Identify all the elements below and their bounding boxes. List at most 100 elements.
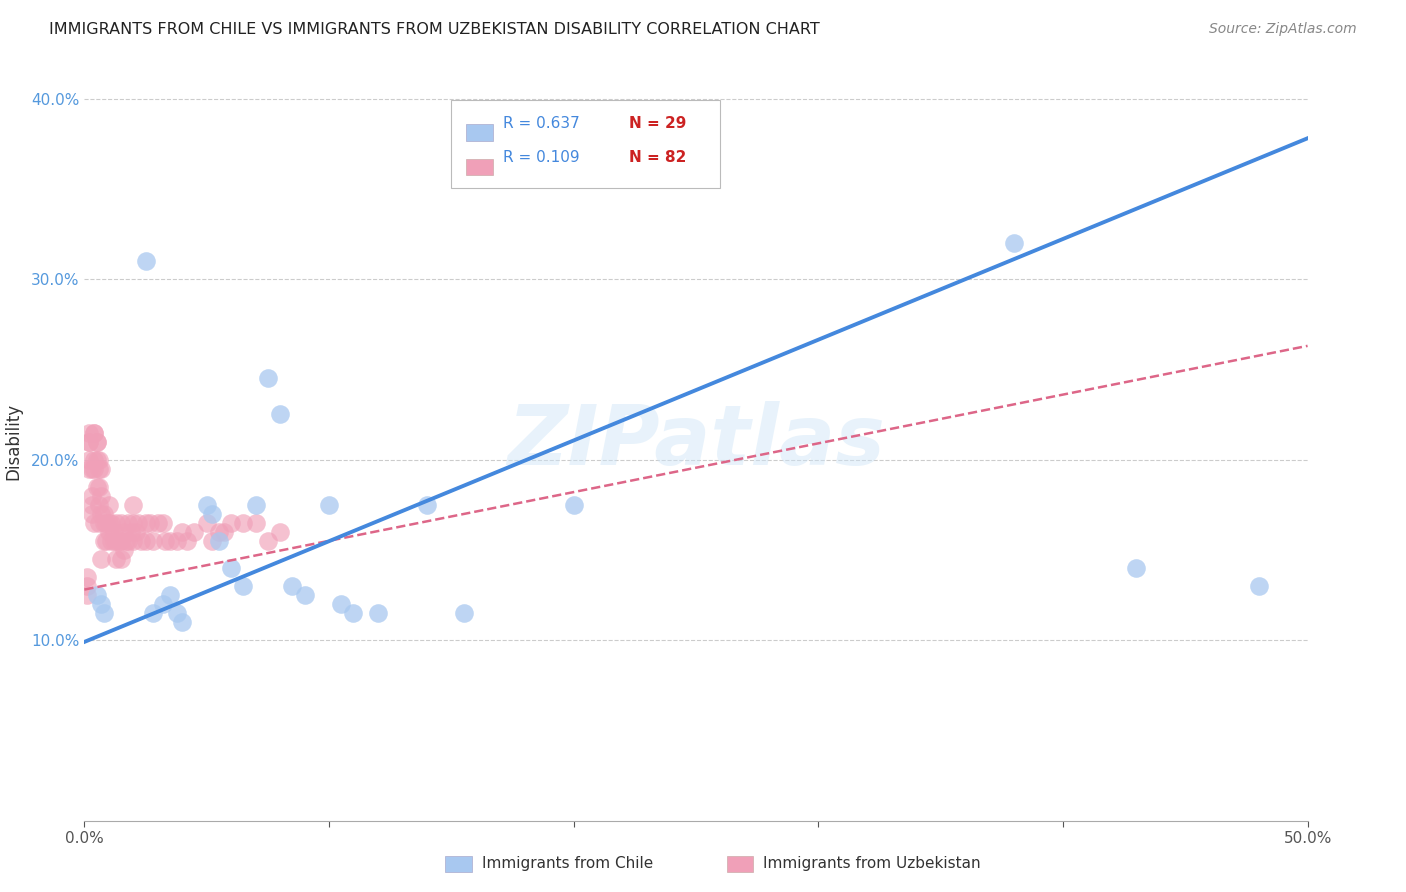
FancyBboxPatch shape [451, 101, 720, 187]
Point [90, 597, 112, 611]
Point [103, 524, 125, 539]
Point [127, 516, 149, 530]
Point [142, 533, 165, 548]
Point [97, 524, 120, 539]
Point [232, 516, 254, 530]
FancyBboxPatch shape [727, 855, 754, 872]
Point [416, 498, 439, 512]
Point [77, 461, 100, 475]
Point [77, 452, 100, 467]
Point [269, 408, 291, 422]
Point [77, 434, 100, 449]
Point [219, 516, 242, 530]
Point [97, 498, 120, 512]
FancyBboxPatch shape [465, 124, 494, 141]
Point [152, 516, 174, 530]
Point [208, 524, 231, 539]
Point [117, 516, 139, 530]
Point [281, 579, 304, 593]
Point [294, 588, 316, 602]
Point [103, 533, 125, 548]
Point [87, 498, 110, 512]
Point [112, 542, 135, 557]
Point [342, 606, 364, 620]
Point [80, 507, 103, 521]
Point [153, 533, 176, 548]
Point [90, 507, 112, 521]
Point [76, 588, 98, 602]
Point [90, 489, 112, 503]
Text: IMMIGRANTS FROM CHILE VS IMMIGRANTS FROM UZBEKISTAN DISABILITY CORRELATION CHART: IMMIGRANTS FROM CHILE VS IMMIGRANTS FROM… [49, 22, 820, 37]
Point [195, 498, 218, 512]
Point [107, 533, 129, 548]
Point [200, 507, 222, 521]
Point [96, 516, 118, 530]
Point [83, 425, 105, 440]
Point [172, 524, 194, 539]
Text: N = 82: N = 82 [628, 151, 686, 166]
Text: R = 0.109: R = 0.109 [503, 151, 579, 166]
Point [100, 533, 122, 548]
Point [139, 516, 162, 530]
Point [232, 579, 254, 593]
Point [245, 498, 267, 512]
Point [166, 533, 188, 548]
Point [105, 533, 128, 548]
Point [110, 516, 132, 530]
Point [96, 533, 118, 548]
Y-axis label: Disability: Disability [4, 403, 22, 480]
Point [93, 606, 115, 620]
Point [86, 480, 108, 494]
Point [219, 561, 242, 575]
Point [1002, 235, 1025, 250]
Point [83, 425, 105, 440]
Point [76, 579, 98, 593]
Point [1247, 579, 1270, 593]
Point [330, 597, 353, 611]
Point [110, 552, 132, 566]
Point [453, 606, 475, 620]
FancyBboxPatch shape [446, 855, 472, 872]
Point [80, 489, 103, 503]
Point [97, 516, 120, 530]
Point [87, 452, 110, 467]
Point [367, 606, 389, 620]
Point [152, 597, 174, 611]
FancyBboxPatch shape [465, 159, 494, 176]
Point [212, 524, 235, 539]
Point [80, 498, 103, 512]
Point [90, 552, 112, 566]
Point [86, 434, 108, 449]
Point [176, 533, 198, 548]
Point [86, 452, 108, 467]
Point [100, 516, 122, 530]
Point [183, 524, 205, 539]
Point [146, 516, 169, 530]
Text: Immigrants from Chile: Immigrants from Chile [482, 855, 654, 871]
Point [257, 371, 280, 385]
Point [129, 533, 152, 548]
Point [86, 588, 108, 602]
Point [115, 533, 138, 548]
Point [120, 524, 142, 539]
Point [125, 524, 148, 539]
Point [105, 552, 128, 566]
Text: R = 0.637: R = 0.637 [503, 116, 579, 130]
Point [166, 606, 188, 620]
Point [208, 533, 231, 548]
Point [562, 498, 585, 512]
Point [87, 480, 110, 494]
Point [117, 533, 139, 548]
Point [87, 461, 110, 475]
Point [195, 516, 218, 530]
Point [77, 434, 100, 449]
Text: Immigrants from Uzbekistan: Immigrants from Uzbekistan [763, 855, 981, 871]
Point [122, 516, 145, 530]
Point [83, 516, 105, 530]
Point [93, 507, 115, 521]
Point [142, 606, 165, 620]
Point [159, 533, 181, 548]
Point [93, 516, 115, 530]
Point [83, 452, 105, 467]
Point [93, 533, 115, 548]
